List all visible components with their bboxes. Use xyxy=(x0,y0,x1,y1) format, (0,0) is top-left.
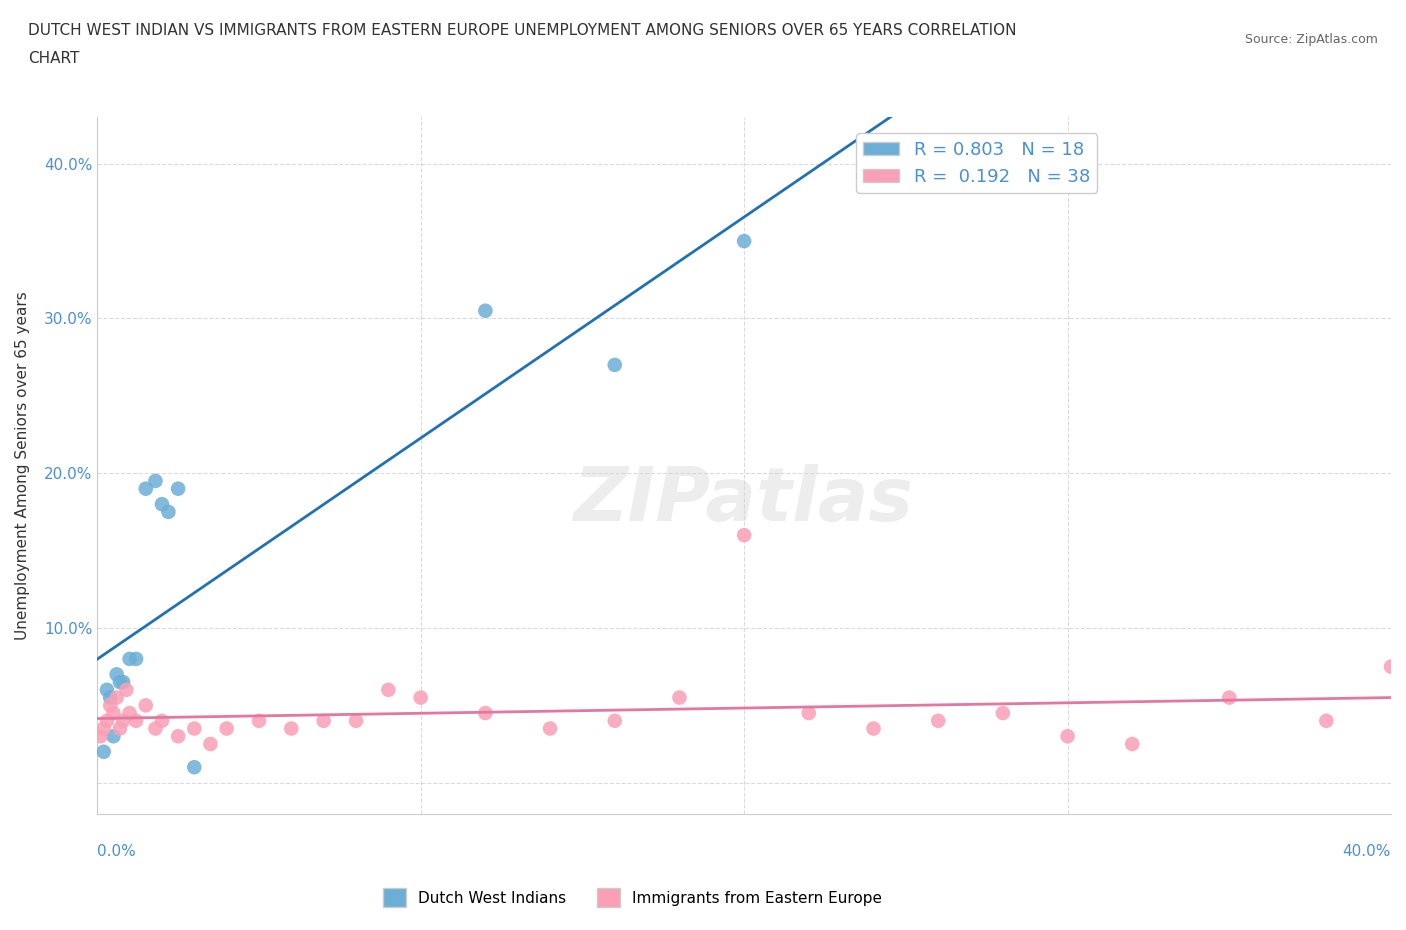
Point xyxy=(98,690,121,705)
Point xyxy=(96,713,118,728)
Point xyxy=(474,303,496,318)
Point xyxy=(105,667,128,682)
Point xyxy=(733,527,755,542)
Point xyxy=(135,481,157,496)
Point xyxy=(183,760,205,775)
Point xyxy=(991,706,1014,721)
Text: ZIPatlas: ZIPatlas xyxy=(574,464,914,537)
Point xyxy=(115,683,138,698)
Legend: R = 0.803   N = 18, R =  0.192   N = 38: R = 0.803 N = 18, R = 0.192 N = 38 xyxy=(856,133,1097,193)
Point xyxy=(603,357,626,372)
Point xyxy=(108,721,131,736)
Point xyxy=(538,721,561,736)
Point xyxy=(93,744,115,759)
Legend: Dutch West Indians, Immigrants from Eastern Europe: Dutch West Indians, Immigrants from East… xyxy=(377,883,889,913)
Point xyxy=(200,737,222,751)
Point xyxy=(105,690,128,705)
Point xyxy=(167,729,190,744)
Point xyxy=(108,674,131,689)
Point xyxy=(112,713,135,728)
Point xyxy=(215,721,238,736)
Point xyxy=(344,713,367,728)
Point xyxy=(247,713,270,728)
Text: DUTCH WEST INDIAN VS IMMIGRANTS FROM EASTERN EUROPE UNEMPLOYMENT AMONG SENIORS O: DUTCH WEST INDIAN VS IMMIGRANTS FROM EAS… xyxy=(28,23,1017,38)
Point xyxy=(135,698,157,712)
Y-axis label: Unemployment Among Seniors over 65 years: Unemployment Among Seniors over 65 years xyxy=(15,291,30,640)
Point xyxy=(103,729,125,744)
Point xyxy=(118,651,141,666)
Text: CHART: CHART xyxy=(28,51,80,66)
Point xyxy=(150,713,173,728)
Point xyxy=(280,721,302,736)
Point xyxy=(377,683,399,698)
Point xyxy=(927,713,949,728)
Text: 0.0%: 0.0% xyxy=(97,844,136,859)
Point xyxy=(1218,690,1240,705)
Point xyxy=(1121,737,1143,751)
Point xyxy=(145,721,167,736)
Point xyxy=(312,713,335,728)
Point xyxy=(125,651,148,666)
Point xyxy=(157,504,180,519)
Point xyxy=(103,706,125,721)
Point xyxy=(1056,729,1078,744)
Point xyxy=(112,674,135,689)
Point xyxy=(668,690,690,705)
Point xyxy=(93,721,115,736)
Point xyxy=(1315,713,1337,728)
Point xyxy=(733,233,755,248)
Point xyxy=(183,721,205,736)
Point xyxy=(1379,659,1402,674)
Point xyxy=(96,683,118,698)
Point xyxy=(603,713,626,728)
Text: Source: ZipAtlas.com: Source: ZipAtlas.com xyxy=(1244,33,1378,46)
Point xyxy=(118,706,141,721)
Point xyxy=(145,473,167,488)
Point xyxy=(797,706,820,721)
Point xyxy=(474,706,496,721)
Text: 40.0%: 40.0% xyxy=(1343,844,1391,859)
Point xyxy=(409,690,432,705)
Point xyxy=(98,698,121,712)
Point xyxy=(125,713,148,728)
Point xyxy=(150,497,173,512)
Point xyxy=(862,721,884,736)
Point xyxy=(167,481,190,496)
Point xyxy=(89,729,111,744)
